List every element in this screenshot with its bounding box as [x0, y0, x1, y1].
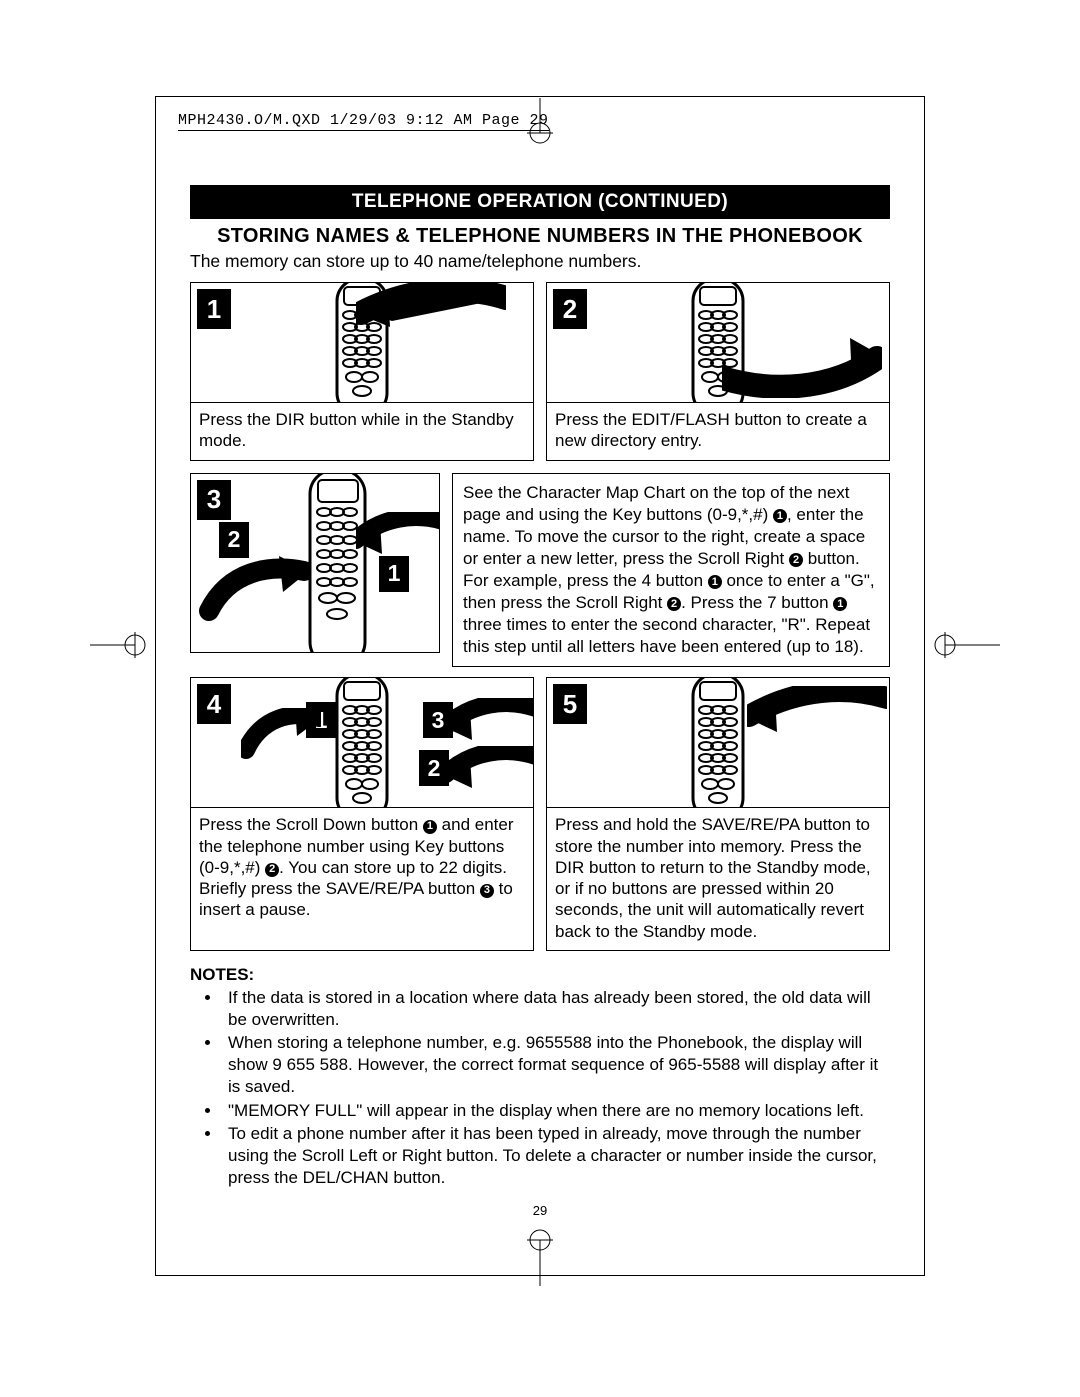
step-2-panel: 2 [546, 282, 890, 461]
arrow-icon [356, 283, 506, 338]
step-4-caption: Press the Scroll Down button 1 and enter… [191, 808, 533, 938]
circled-2-icon: 2 [667, 597, 681, 611]
step-2-image: 2 [547, 283, 889, 403]
page-number: 29 [190, 1203, 890, 1218]
notes-heading: NOTES: [190, 965, 890, 985]
print-header: MPH2430.O/M.QXD 1/29/03 9:12 AM Page 29 [178, 112, 549, 131]
text: three times to enter the second characte… [463, 615, 870, 656]
page-content: TELEPHONE OPERATION (CONTINUED) STORING … [190, 185, 890, 1218]
circled-2-icon: 2 [265, 863, 279, 877]
step-badge-2: 2 [553, 289, 587, 329]
step-4-image: 4 1 3 2 [191, 678, 533, 808]
arrow-icon [356, 512, 440, 562]
step-row-4-5: 4 1 3 2 [190, 677, 890, 951]
circled-1-icon: 1 [708, 575, 722, 589]
step-row-3: 3 2 1 [190, 473, 890, 668]
crop-mark-bottom [515, 1228, 565, 1288]
circled-1-icon: 1 [773, 509, 787, 523]
arrow-icon [199, 556, 309, 626]
notes-list: If the data is stored in a location wher… [190, 987, 890, 1189]
circled-1-icon: 1 [423, 820, 437, 834]
step-3-text-panel: See the Character Map Chart on the top o… [452, 473, 890, 668]
arrow-icon [722, 338, 882, 398]
list-item: If the data is stored in a location wher… [222, 987, 890, 1031]
step-5-image: 5 [547, 678, 889, 808]
list-item: "MEMORY FULL" will appear in the display… [222, 1100, 890, 1122]
step-5-panel: 5 [546, 677, 890, 951]
step-1-panel: 1 [190, 282, 534, 461]
crop-mark-left [90, 620, 160, 670]
step-row-1-2: 1 [190, 282, 890, 461]
section-title-bar: TELEPHONE OPERATION (CONTINUED) [190, 185, 890, 219]
step-badge-4: 4 [197, 684, 231, 724]
step-badge-5: 5 [553, 684, 587, 724]
arrow-icon [446, 698, 533, 748]
text: . Press the 7 button [681, 593, 833, 612]
intro-text: The memory can store up to 40 name/telep… [190, 251, 890, 272]
arrow-icon [446, 746, 533, 796]
list-item: When storing a telephone number, e.g. 96… [222, 1032, 890, 1097]
arrow-icon [241, 708, 321, 763]
step-1-caption: Press the DIR button while in the Standb… [191, 403, 533, 460]
step-1-image: 1 [191, 283, 533, 403]
circled-3-icon: 3 [480, 884, 494, 898]
arrow-icon [747, 686, 887, 741]
overlay-num-2: 2 [219, 522, 249, 558]
crop-mark-right [930, 620, 1000, 670]
circled-1-icon: 1 [833, 597, 847, 611]
circled-2-icon: 2 [789, 553, 803, 567]
step-4-panel: 4 1 3 2 [190, 677, 534, 951]
step-2-caption: Press the EDIT/FLASH button to create a … [547, 403, 889, 460]
text: Press the Scroll Down button [199, 815, 423, 834]
step-5-caption: Press and hold the SAVE/RE/PA button to … [547, 808, 889, 950]
overlay-num-2: 2 [419, 750, 449, 786]
section-title: TELEPHONE OPERATION (CONTINUED) [352, 191, 728, 213]
step-badge-1: 1 [197, 289, 231, 329]
list-item: To edit a phone number after it has been… [222, 1123, 890, 1188]
step-badge-3: 3 [197, 480, 231, 520]
section-subtitle: STORING NAMES & TELEPHONE NUMBERS IN THE… [190, 225, 890, 248]
step-3-image-panel: 3 2 1 [190, 473, 440, 653]
crop-mark-top [515, 98, 565, 148]
